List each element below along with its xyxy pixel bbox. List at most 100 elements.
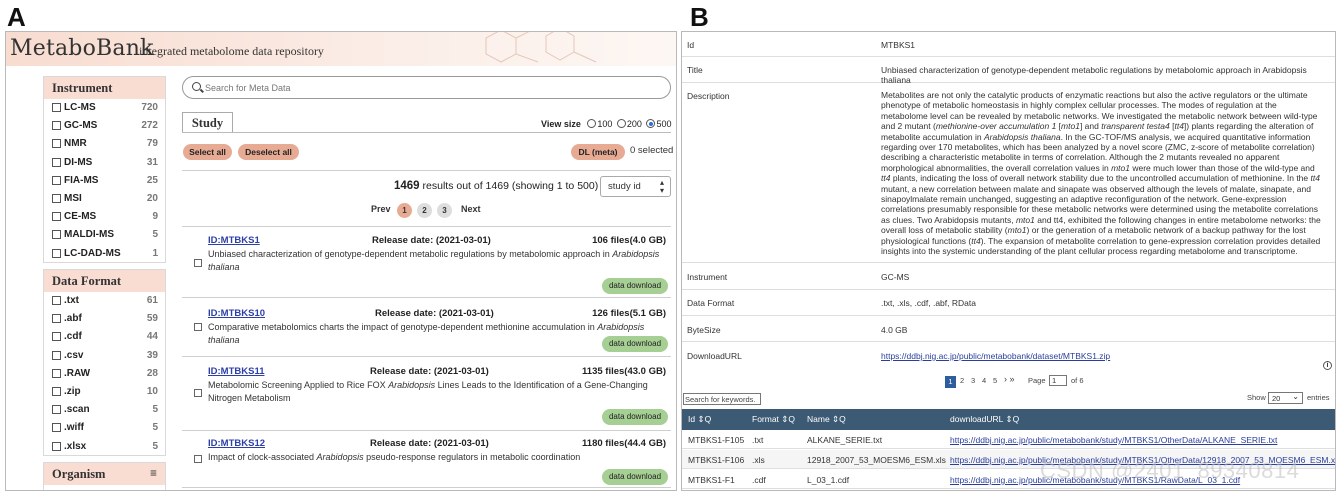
pager-page-1[interactable]: 1 xyxy=(397,203,412,218)
facet-option-data_format[interactable]: .RAW 28 xyxy=(44,365,165,383)
column-header-id[interactable]: Id ⇕Q xyxy=(688,414,712,424)
facet-checkbox[interactable] xyxy=(52,441,61,451)
study-id-link[interactable]: ID:MTBKS10 xyxy=(208,308,266,319)
facet-option-count: 20 xyxy=(146,192,158,204)
metadata-search-input[interactable] xyxy=(205,80,645,95)
page-3-button[interactable]: 3 xyxy=(971,376,976,385)
facet-option-instrument[interactable]: LC-DAD-MS 1 xyxy=(44,245,165,263)
view-size-200-label: 200 xyxy=(626,119,642,129)
facet-option-instrument[interactable]: GC-MS 272 xyxy=(44,117,165,135)
column-header-format[interactable]: Format ⇕Q xyxy=(752,414,796,424)
facet-option-count: 39 xyxy=(146,349,158,361)
data-download-button[interactable]: data download xyxy=(602,336,668,352)
facet-option-instrument[interactable]: FIA-MS 25 xyxy=(44,172,165,190)
data-download-button[interactable]: data download xyxy=(602,278,668,294)
page-number-input[interactable]: 1 xyxy=(1049,375,1067,386)
metadata-search-box[interactable] xyxy=(182,76,671,99)
facet-checkbox[interactable] xyxy=(52,386,61,396)
keyword-search-input[interactable]: Search for keywords. xyxy=(683,393,761,405)
release-date: Release date: (2021-03-01) xyxy=(375,308,494,319)
facet-option-label: .txt xyxy=(64,295,79,306)
entry-checkbox[interactable] xyxy=(194,455,202,463)
facet-checkbox[interactable] xyxy=(52,405,61,415)
select-all-button[interactable]: Select all xyxy=(183,144,232,160)
column-header-download-url[interactable]: downloadURL ⇕Q xyxy=(950,414,1020,424)
study-id-link[interactable]: ID:MTBKS11 xyxy=(208,366,265,377)
view-size-100-radio[interactable] xyxy=(587,119,597,128)
facet-checkbox[interactable] xyxy=(52,350,61,360)
facet-option-instrument[interactable]: DI-MS 31 xyxy=(44,154,165,172)
data-download-button[interactable]: data download xyxy=(602,469,668,485)
data-download-button[interactable]: data download xyxy=(602,409,668,425)
download-meta-button[interactable]: DL (meta) xyxy=(571,144,625,160)
facet-option-count: 61 xyxy=(146,295,158,306)
page-5-button[interactable]: 5 xyxy=(993,376,998,385)
facet-option-instrument[interactable]: LC-MS 720 xyxy=(44,99,165,117)
cell-format: .cdf xyxy=(752,475,766,485)
facet-checkbox[interactable] xyxy=(52,103,61,112)
organism-facet-header[interactable]: Organism ≡ xyxy=(44,463,165,485)
facet-option-data_format[interactable]: .xlsx 5 xyxy=(44,438,165,456)
facet-option-data_format[interactable]: .zip 10 xyxy=(44,383,165,401)
facet-option-count: 5 xyxy=(152,404,158,416)
view-size-200-radio[interactable] xyxy=(616,119,626,128)
entry-checkbox[interactable] xyxy=(194,323,202,331)
pager-prev[interactable]: Prev xyxy=(371,204,391,214)
facet-option-data_format[interactable]: .scan 5 xyxy=(44,401,165,419)
info-icon[interactable]: i xyxy=(1323,361,1332,370)
detail-key: Instrument xyxy=(687,272,728,282)
page-4-button[interactable]: 4 xyxy=(982,376,987,385)
cell-download-link[interactable]: https://ddbj.nig.ac.jp/public/metabobank… xyxy=(950,455,1336,465)
page-2-button[interactable]: 2 xyxy=(960,376,965,385)
facet-checkbox[interactable] xyxy=(52,212,61,222)
column-header-name[interactable]: Name ⇕Q xyxy=(807,414,846,424)
download-url-link[interactable]: https://ddbj.nig.ac.jp/public/metabobank… xyxy=(881,351,1111,361)
facet-checkbox[interactable] xyxy=(52,296,61,305)
study-id-link[interactable]: ID:MTBKS1 xyxy=(208,235,260,246)
results-summary: 1469 results out of 1469 (showing 1 to 5… xyxy=(394,180,598,192)
site-logo[interactable]: MetaboBank xyxy=(10,36,154,61)
facet-checkbox[interactable] xyxy=(52,248,61,258)
next-last-arrows-icon[interactable]: › » xyxy=(1004,374,1015,384)
facet-checkbox[interactable] xyxy=(52,121,61,131)
facet-option-instrument[interactable]: NMR 79 xyxy=(44,135,165,153)
entry-checkbox[interactable] xyxy=(194,389,202,397)
facet-checkbox[interactable] xyxy=(52,230,61,240)
site-header: MetaboBank integrated metabolome data re… xyxy=(6,32,676,66)
facet-checkbox[interactable] xyxy=(52,139,61,149)
cell-download-link[interactable]: https://ddbj.nig.ac.jp/public/metabobank… xyxy=(950,475,1241,485)
pager-page-2[interactable]: 2 xyxy=(417,203,432,218)
tab-study[interactable]: Study xyxy=(182,112,233,133)
facet-checkbox[interactable] xyxy=(52,368,61,378)
deselect-all-button[interactable]: Deselect all xyxy=(238,144,299,160)
study-id-link[interactable]: ID:MTBKS12 xyxy=(208,438,266,449)
menu-icon[interactable]: ≡ xyxy=(150,466,157,480)
facet-checkbox[interactable] xyxy=(52,175,61,185)
facet-option-instrument[interactable]: CE-MS 9 xyxy=(44,208,165,226)
divider xyxy=(182,356,671,357)
entry-checkbox[interactable] xyxy=(194,259,202,267)
facet-option-instrument[interactable]: MSI 20 xyxy=(44,190,165,208)
cell-download-link[interactable]: https://ddbj.nig.ac.jp/public/metabobank… xyxy=(950,435,1278,445)
pager-page-3[interactable]: 3 xyxy=(437,203,452,218)
facet-checkbox[interactable] xyxy=(52,332,61,342)
facet-option-count: 59 xyxy=(146,313,158,325)
file-summary: 106 files(4.0 GB) xyxy=(592,235,666,246)
study-title: Unbiased characterization of genotype-de… xyxy=(208,249,660,272)
facet-option-instrument[interactable]: MALDI-MS 5 xyxy=(44,226,165,244)
facet-option-data_format[interactable]: .txt 61 xyxy=(44,292,165,310)
facet-option-data_format[interactable]: .cdf 44 xyxy=(44,328,165,346)
pager-next[interactable]: Next xyxy=(461,204,481,214)
facet-option-data_format[interactable]: .wiff 5 xyxy=(44,419,165,437)
sort-select[interactable]: study id ▴ ▾ xyxy=(600,176,671,197)
entries-per-page-select[interactable]: 20 ⌄ xyxy=(1268,392,1303,404)
facet-checkbox[interactable] xyxy=(52,157,61,167)
facet-checkbox[interactable] xyxy=(52,193,61,203)
facet-option-data_format[interactable]: .abf 59 xyxy=(44,310,165,328)
facet-option-label: .xlsx xyxy=(64,440,87,452)
facet-checkbox[interactable] xyxy=(52,423,61,433)
facet-option-data_format[interactable]: .csv 39 xyxy=(44,347,165,365)
view-size-500-radio[interactable] xyxy=(646,119,656,128)
facet-checkbox[interactable] xyxy=(52,314,61,324)
page-1-button[interactable]: 1 xyxy=(945,376,956,388)
